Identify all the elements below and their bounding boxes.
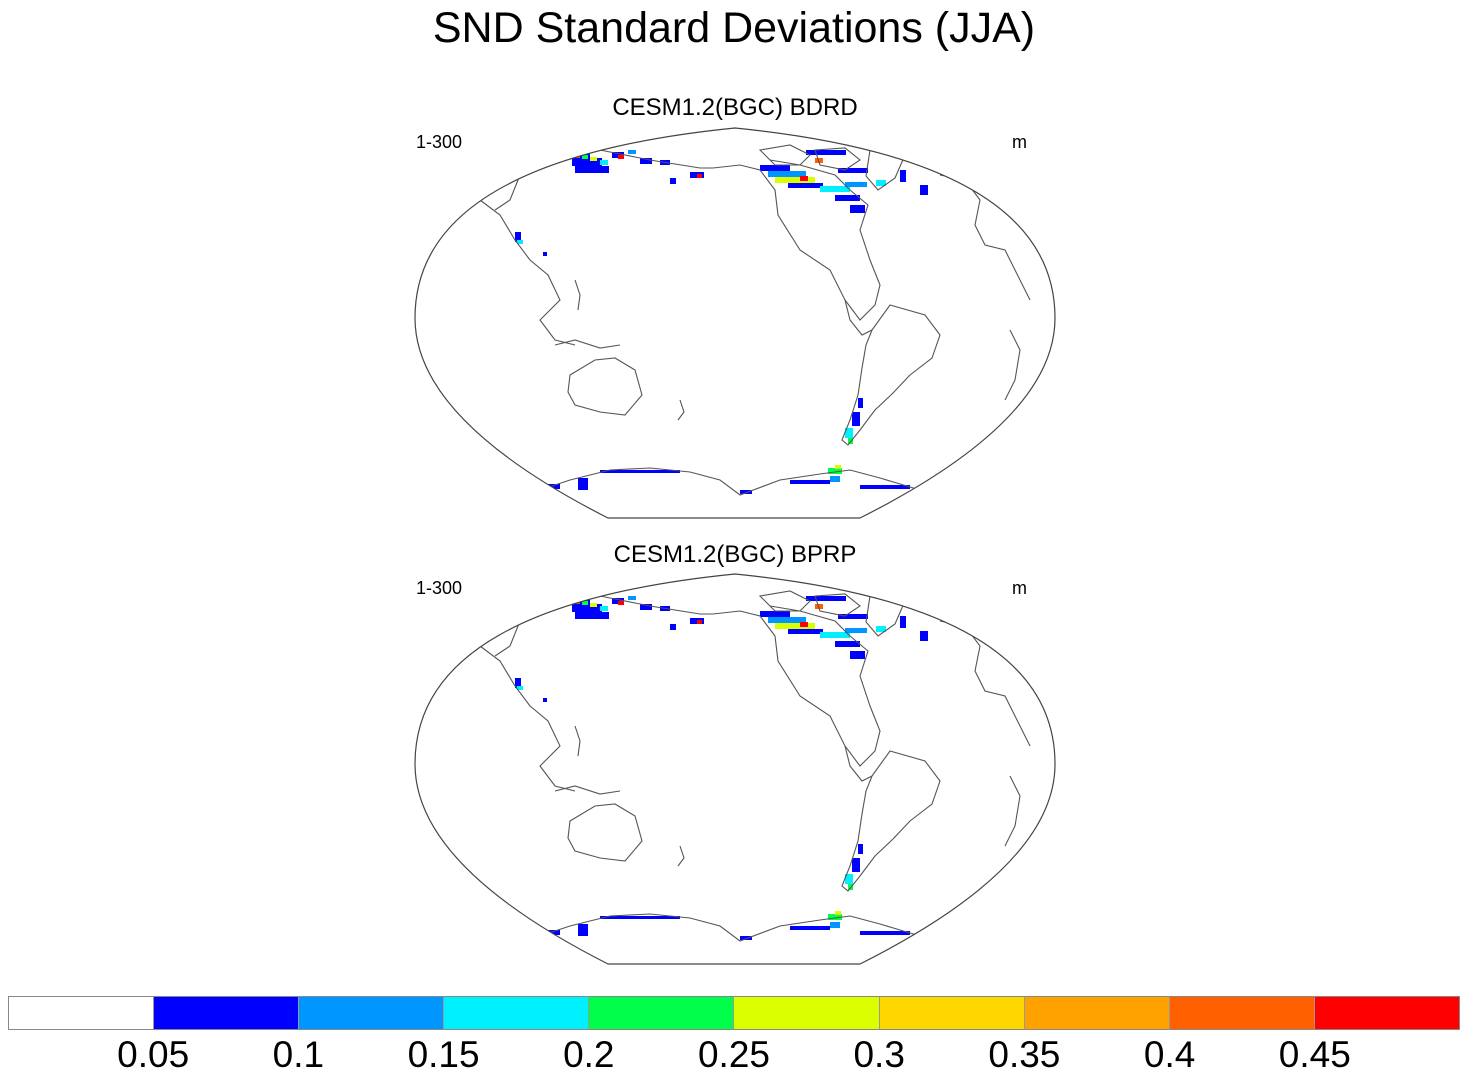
colorbar-box-2 bbox=[299, 997, 445, 1029]
colorbar-tick-label: 0.15 bbox=[407, 1034, 480, 1075]
colorbar-tick-label: 0.35 bbox=[988, 1034, 1061, 1075]
map-border-2 bbox=[414, 573, 1056, 965]
colorbar-tick-label: 0.4 bbox=[1143, 1034, 1196, 1075]
colorbar-box-0 bbox=[9, 997, 155, 1029]
colorbar-tick-label: 0.2 bbox=[563, 1034, 615, 1075]
coastlines-2 bbox=[479, 585, 1031, 942]
colorbar-box-1 bbox=[154, 997, 300, 1029]
main-title: SND Standard Deviations (JJA) bbox=[432, 4, 1036, 52]
colorbar bbox=[8, 996, 1460, 1030]
colorbar-tick-label: 0.3 bbox=[853, 1034, 905, 1075]
colorbar-tick-label: 0.45 bbox=[1278, 1034, 1351, 1075]
colorbar-box-5 bbox=[734, 997, 880, 1029]
panel-2-title: CESM1.2(BGC) BPRP bbox=[613, 541, 857, 568]
colorbar-tick-label: 0.05 bbox=[117, 1034, 190, 1075]
snow-depth-cells-1 bbox=[515, 146, 928, 494]
map-panel-2 bbox=[414, 573, 1056, 965]
colorbar-box-4 bbox=[589, 997, 735, 1029]
colorbar-box-8 bbox=[1169, 997, 1315, 1029]
colorbar-box-9 bbox=[1314, 997, 1459, 1029]
map-border-1 bbox=[414, 127, 1056, 519]
panel-2-left-label: 1-300 bbox=[416, 578, 463, 598]
colorbar-box-3 bbox=[444, 997, 590, 1029]
coastlines-1 bbox=[479, 139, 1031, 496]
panel-2-right-label: m bbox=[1012, 578, 1027, 598]
colorbar-tick-label: 0.25 bbox=[697, 1034, 770, 1075]
panel-1-left-label: 1-300 bbox=[416, 132, 463, 152]
snow-depth-cells-2 bbox=[515, 592, 928, 940]
panel-1-title: CESM1.2(BGC) BDRD bbox=[612, 94, 858, 121]
colorbar-tick-label: 0.1 bbox=[272, 1034, 325, 1075]
map-panel-1 bbox=[414, 127, 1056, 519]
colorbar-box-7 bbox=[1024, 997, 1170, 1029]
panel-1-right-label: m bbox=[1012, 132, 1027, 152]
colorbar-box-6 bbox=[879, 997, 1025, 1029]
